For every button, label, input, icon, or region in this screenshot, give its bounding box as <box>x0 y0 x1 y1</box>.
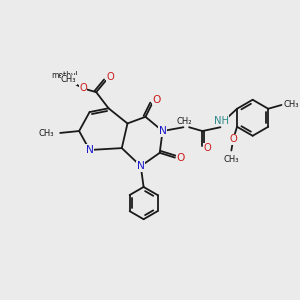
Text: N: N <box>85 145 94 155</box>
Text: CH₂: CH₂ <box>177 117 192 126</box>
Text: O: O <box>79 83 87 93</box>
Text: methyl: methyl <box>52 70 78 80</box>
Text: CH₃: CH₃ <box>61 75 76 84</box>
Text: O: O <box>153 95 161 105</box>
Text: N: N <box>137 161 145 171</box>
Text: O: O <box>230 134 237 144</box>
Text: CH₃: CH₃ <box>38 129 53 138</box>
Text: O: O <box>106 72 114 82</box>
Text: N: N <box>159 126 167 136</box>
Text: O: O <box>176 153 185 163</box>
Text: CH₃: CH₃ <box>284 100 299 109</box>
Text: CH₃: CH₃ <box>224 155 239 164</box>
Text: NH: NH <box>214 116 229 126</box>
Text: O: O <box>203 143 211 153</box>
